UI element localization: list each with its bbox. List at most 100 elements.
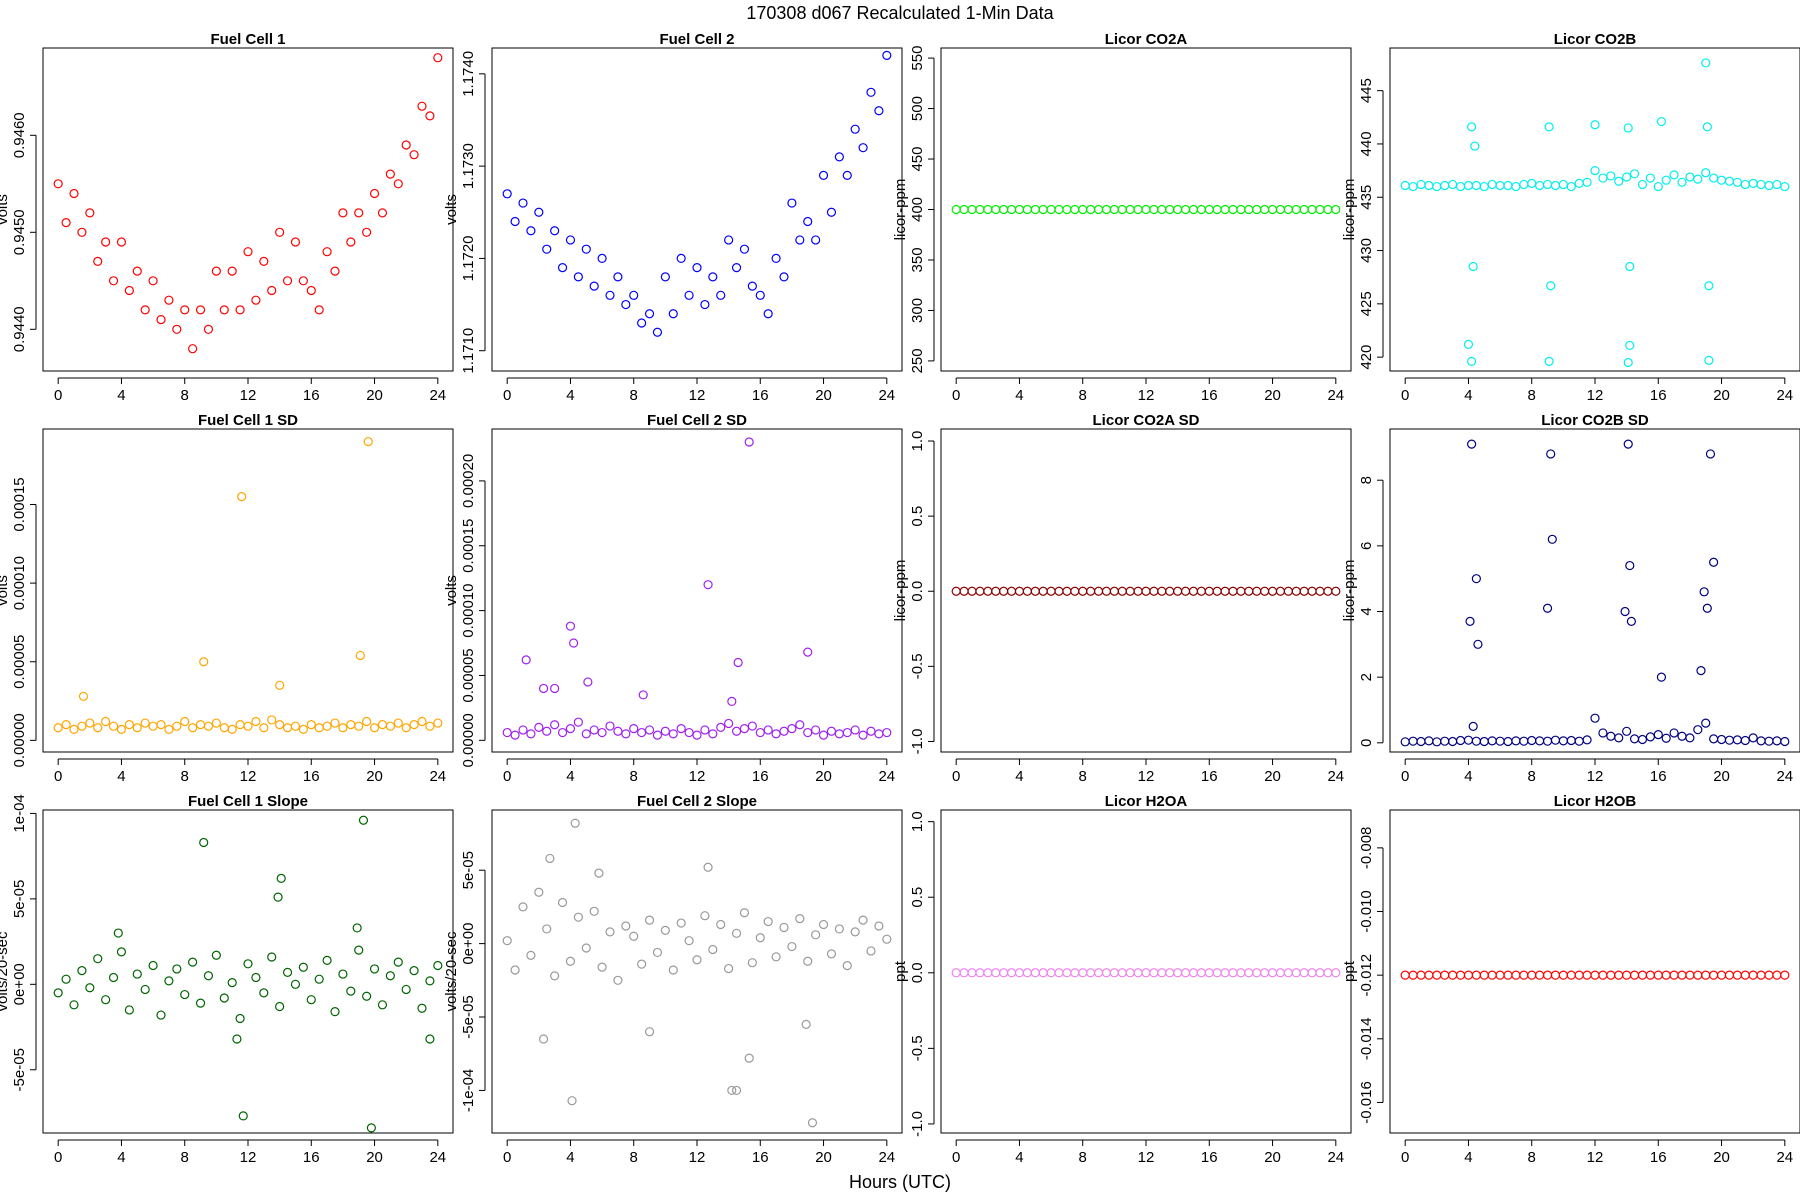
y-tick-label: 0.00005 bbox=[460, 648, 477, 702]
point bbox=[1299, 968, 1309, 978]
point bbox=[1157, 204, 1167, 215]
point bbox=[1756, 736, 1766, 746]
y-axis-label: volts/20-sec bbox=[0, 931, 11, 1012]
point bbox=[156, 314, 166, 325]
y-tick-label: 400 bbox=[909, 197, 926, 222]
point bbox=[1645, 173, 1655, 183]
point bbox=[652, 730, 663, 740]
x-tick-label: 12 bbox=[689, 1149, 706, 1166]
point bbox=[613, 975, 623, 985]
x-tick-label: 16 bbox=[1650, 387, 1667, 404]
point bbox=[1022, 586, 1032, 596]
y-tick-label: 0.9460 bbox=[11, 112, 28, 158]
point bbox=[1656, 672, 1667, 682]
y-tick-label: 0.00015 bbox=[11, 477, 28, 531]
point bbox=[842, 727, 852, 738]
x-tick-label: 0 bbox=[503, 1149, 511, 1166]
point bbox=[638, 690, 648, 700]
point bbox=[703, 862, 713, 872]
point bbox=[739, 244, 750, 254]
point bbox=[1535, 736, 1545, 746]
point bbox=[621, 299, 631, 310]
x-tick-label: 24 bbox=[878, 1149, 895, 1166]
point bbox=[1283, 204, 1293, 215]
panel-title: Licor CO2A SD bbox=[1093, 412, 1200, 429]
y-tick-label: 1.1740 bbox=[460, 51, 477, 97]
point bbox=[124, 285, 134, 296]
y-tick-label: 1.1730 bbox=[460, 143, 477, 189]
point bbox=[1527, 178, 1537, 188]
point bbox=[1125, 204, 1135, 215]
y-axis-label: licor-ppm bbox=[1341, 179, 1358, 241]
point bbox=[692, 730, 702, 740]
x-tick-label: 24 bbox=[1776, 768, 1793, 785]
x-tick-label: 24 bbox=[878, 768, 895, 785]
y-tick-label: 4 bbox=[1358, 607, 1375, 615]
point bbox=[1622, 172, 1632, 182]
point bbox=[1455, 735, 1466, 746]
point bbox=[731, 1085, 742, 1096]
point bbox=[1740, 735, 1750, 746]
point bbox=[366, 1123, 376, 1133]
point bbox=[409, 150, 419, 160]
point bbox=[1078, 968, 1088, 978]
point bbox=[377, 720, 388, 730]
point bbox=[1511, 181, 1521, 192]
plot-frame bbox=[42, 809, 454, 1134]
y-tick-label: 1.1720 bbox=[460, 235, 477, 281]
point bbox=[703, 580, 713, 590]
point bbox=[716, 722, 726, 732]
panel-title: Fuel Cell 2 bbox=[659, 31, 734, 48]
point bbox=[1661, 970, 1671, 980]
y-tick-label: -1.0 bbox=[909, 1111, 926, 1137]
point bbox=[1086, 968, 1096, 978]
point bbox=[660, 726, 670, 736]
y-tick-label: 0.9440 bbox=[11, 306, 28, 352]
point bbox=[101, 237, 111, 247]
point bbox=[1062, 204, 1072, 215]
point bbox=[502, 189, 512, 199]
point bbox=[401, 984, 411, 995]
x-tick-label: 0 bbox=[54, 1149, 62, 1166]
point bbox=[61, 974, 71, 984]
point bbox=[352, 923, 362, 933]
point bbox=[787, 941, 797, 952]
point bbox=[771, 952, 781, 962]
point bbox=[510, 216, 520, 227]
point bbox=[1275, 968, 1286, 978]
point bbox=[1291, 204, 1301, 215]
point bbox=[534, 887, 544, 897]
point bbox=[1236, 204, 1246, 215]
point bbox=[273, 892, 283, 902]
x-tick-label: 4 bbox=[1015, 768, 1023, 785]
y-tick-label: 0.00000 bbox=[460, 713, 477, 767]
point bbox=[882, 727, 892, 738]
point bbox=[999, 968, 1009, 978]
point bbox=[644, 915, 655, 925]
point bbox=[1180, 204, 1191, 215]
point bbox=[1275, 586, 1286, 596]
point bbox=[1149, 968, 1159, 978]
point bbox=[243, 721, 253, 731]
point bbox=[1748, 733, 1758, 743]
point bbox=[1101, 586, 1112, 596]
point bbox=[433, 53, 443, 63]
point bbox=[1732, 177, 1742, 187]
x-tick-label: 12 bbox=[240, 387, 257, 404]
point bbox=[1542, 736, 1553, 746]
point bbox=[1086, 204, 1096, 215]
y-tick-label: 0.0 bbox=[909, 581, 926, 602]
x-tick-label: 8 bbox=[1528, 387, 1536, 404]
point bbox=[1511, 970, 1521, 980]
point bbox=[692, 955, 702, 965]
point bbox=[1661, 175, 1671, 185]
x-tick-label: 16 bbox=[752, 768, 769, 785]
point bbox=[1244, 586, 1254, 596]
y-tick-label: 0.00020 bbox=[460, 454, 477, 508]
point bbox=[621, 921, 631, 931]
point bbox=[1625, 340, 1635, 351]
point bbox=[1495, 970, 1505, 980]
point bbox=[594, 868, 604, 878]
panel-title: Licor H2OA bbox=[1105, 793, 1188, 810]
